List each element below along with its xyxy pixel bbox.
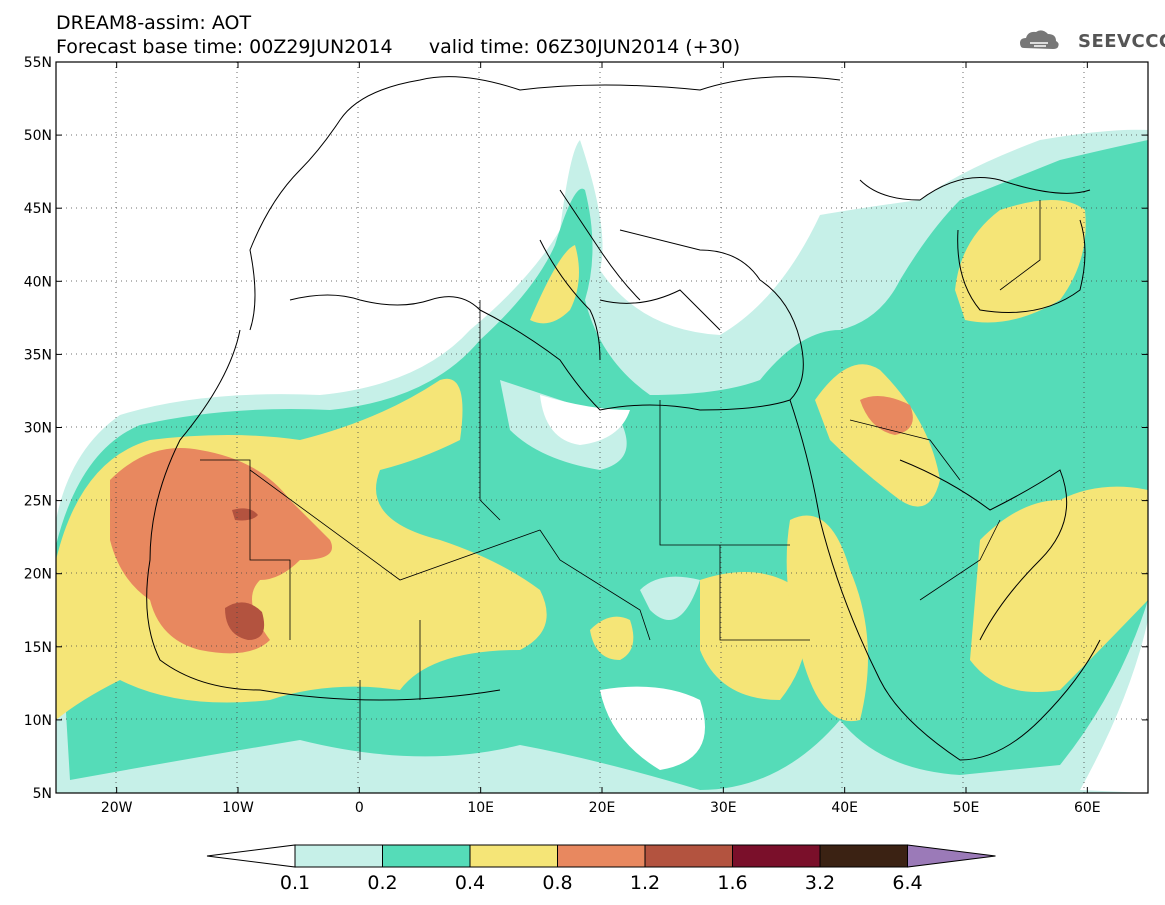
colorbar-swatch (206, 844, 296, 868)
lon-tick-label: 50E (953, 800, 980, 816)
colorbar-label: 0.8 (542, 872, 572, 894)
lat-tick-label: 25N (24, 494, 52, 510)
colorbar-label: 0.1 (280, 872, 310, 894)
lon-tick-label: 30E (710, 800, 737, 816)
lat-tick-label: 35N (24, 347, 52, 363)
forecast-time-line: Forecast base time: 00Z29JUN2014 valid t… (56, 38, 740, 57)
aot-band-08 (110, 448, 332, 654)
country-borders (200, 200, 1041, 760)
colorbar-label: 0.4 (455, 872, 485, 894)
colorbar-swatch (644, 844, 733, 868)
map-grid (56, 62, 1148, 793)
colorbar-label: 0.2 (367, 872, 397, 894)
base-time: Forecast base time: 00Z29JUN2014 (56, 36, 393, 58)
colorbar-swatch (382, 844, 471, 868)
longitude-ticks: 20W 10W 0 10E 20E 30E 40E 50E 60E (101, 62, 1101, 816)
cloud-icon (1020, 30, 1059, 49)
lon-tick-label: 60E (1074, 800, 1101, 816)
valid-time: valid time: 06Z30JUN2014 (+30) (428, 36, 741, 58)
lat-tick-label: 50N (24, 128, 52, 144)
coastlines (146, 76, 1101, 761)
lat-tick-label: 5N (33, 786, 52, 802)
colorbar-label: 3.2 (805, 872, 835, 894)
colorbar-swatch (469, 844, 558, 868)
lat-tick-label: 10N (24, 713, 52, 729)
lat-tick-label: 20N (24, 567, 52, 583)
lat-tick-label: 55N (24, 55, 52, 71)
lon-tick-label: 10E (467, 800, 494, 816)
lon-tick-label: 10W (222, 800, 254, 816)
lon-tick-label: 20W (101, 800, 133, 816)
lon-tick-label: 0 (355, 800, 364, 816)
lat-tick-label: 15N (24, 640, 52, 656)
logo-text: SEEVCCC (1078, 31, 1165, 52)
colorbar-swatch (732, 844, 821, 868)
colorbar-label: 1.2 (630, 872, 660, 894)
colorbar-swatch (557, 844, 646, 868)
lon-tick-label: 40E (831, 800, 858, 816)
colorbar-label: 6.4 (892, 872, 922, 894)
aot-band-12 (225, 602, 265, 640)
latitude-ticks: 5N 10N 15N 20N 25N 30N 35N 40N 45N 50N 55N (24, 55, 1148, 802)
lon-tick-label: 20E (589, 800, 616, 816)
colorbar: 0.1 0.2 0.4 0.8 1.2 1.6 3.2 6.4 (206, 844, 996, 894)
map-title: DREAM8-assim: AOT (56, 12, 252, 34)
colorbar-swatch (819, 844, 908, 868)
colorbar-swatch (294, 844, 383, 868)
colorbar-swatch (907, 844, 996, 868)
lat-tick-label: 30N (24, 421, 52, 437)
lat-tick-label: 40N (24, 274, 52, 290)
lat-tick-label: 45N (24, 201, 52, 217)
colorbar-label: 1.6 (717, 872, 747, 894)
